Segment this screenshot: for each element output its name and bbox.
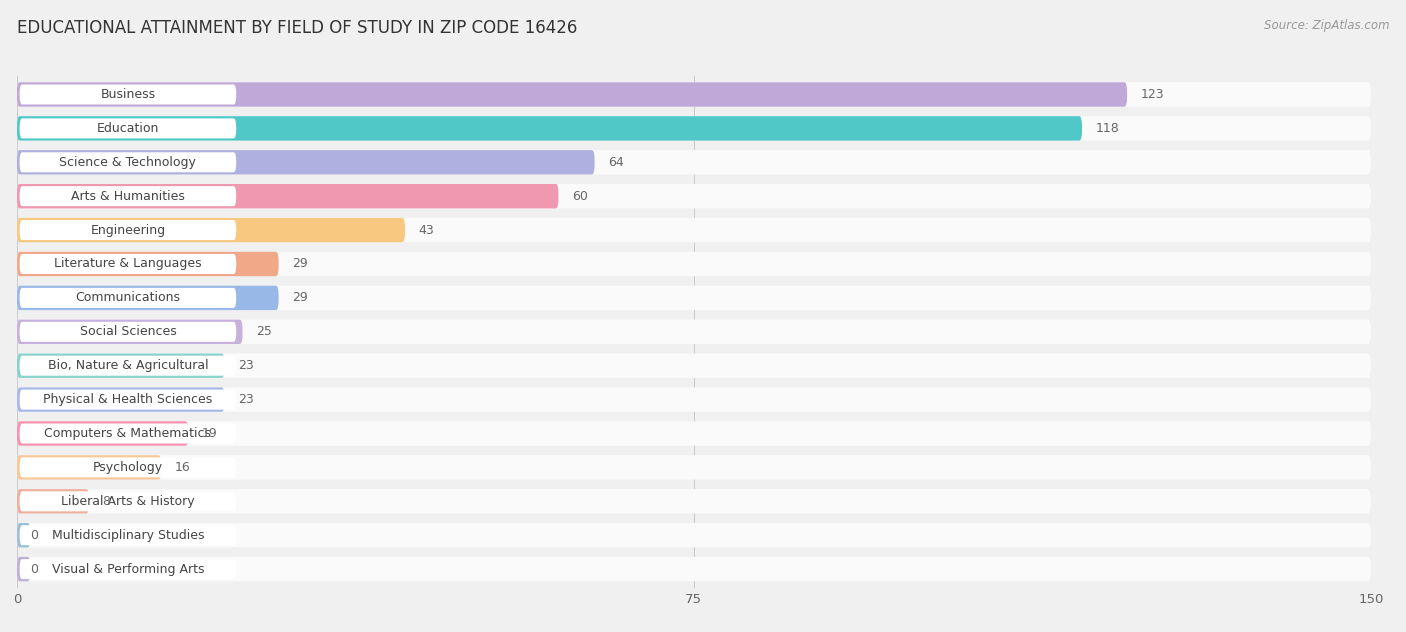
FancyBboxPatch shape [20, 458, 236, 477]
Text: Science & Technology: Science & Technology [59, 156, 197, 169]
FancyBboxPatch shape [20, 389, 236, 410]
FancyBboxPatch shape [17, 455, 1371, 480]
FancyBboxPatch shape [20, 525, 236, 545]
FancyBboxPatch shape [17, 252, 278, 276]
FancyBboxPatch shape [20, 356, 236, 375]
Text: Engineering: Engineering [90, 224, 166, 236]
Text: 60: 60 [572, 190, 588, 203]
Text: 29: 29 [292, 291, 308, 305]
FancyBboxPatch shape [17, 422, 188, 446]
Text: 19: 19 [202, 427, 218, 440]
FancyBboxPatch shape [17, 489, 1371, 514]
FancyBboxPatch shape [17, 150, 1371, 174]
Text: Multidisciplinary Studies: Multidisciplinary Studies [52, 529, 204, 542]
FancyBboxPatch shape [17, 523, 31, 547]
Text: Computers & Mathematics: Computers & Mathematics [45, 427, 211, 440]
FancyBboxPatch shape [17, 82, 1371, 107]
FancyBboxPatch shape [17, 218, 405, 242]
Text: Literature & Languages: Literature & Languages [53, 257, 201, 270]
FancyBboxPatch shape [17, 455, 162, 480]
FancyBboxPatch shape [17, 320, 242, 344]
FancyBboxPatch shape [17, 150, 595, 174]
Text: 123: 123 [1140, 88, 1164, 101]
Text: 29: 29 [292, 257, 308, 270]
Text: Visual & Performing Arts: Visual & Performing Arts [52, 562, 204, 576]
Text: Arts & Humanities: Arts & Humanities [70, 190, 184, 203]
FancyBboxPatch shape [17, 489, 89, 514]
FancyBboxPatch shape [20, 152, 236, 173]
FancyBboxPatch shape [17, 387, 1371, 412]
FancyBboxPatch shape [17, 82, 1128, 107]
FancyBboxPatch shape [20, 220, 236, 240]
FancyBboxPatch shape [17, 286, 1371, 310]
Text: 43: 43 [419, 224, 434, 236]
FancyBboxPatch shape [17, 387, 225, 412]
FancyBboxPatch shape [20, 559, 236, 579]
Text: Business: Business [100, 88, 156, 101]
FancyBboxPatch shape [20, 85, 236, 104]
FancyBboxPatch shape [17, 422, 1371, 446]
FancyBboxPatch shape [17, 523, 1371, 547]
Text: Bio, Nature & Agricultural: Bio, Nature & Agricultural [48, 359, 208, 372]
FancyBboxPatch shape [20, 423, 236, 444]
FancyBboxPatch shape [17, 320, 1371, 344]
Text: EDUCATIONAL ATTAINMENT BY FIELD OF STUDY IN ZIP CODE 16426: EDUCATIONAL ATTAINMENT BY FIELD OF STUDY… [17, 19, 578, 37]
Text: Education: Education [97, 122, 159, 135]
FancyBboxPatch shape [17, 557, 1371, 581]
Text: 16: 16 [174, 461, 191, 474]
Text: 118: 118 [1095, 122, 1119, 135]
FancyBboxPatch shape [17, 184, 558, 209]
Text: Liberal Arts & History: Liberal Arts & History [60, 495, 194, 507]
FancyBboxPatch shape [17, 557, 31, 581]
FancyBboxPatch shape [20, 288, 236, 308]
FancyBboxPatch shape [20, 491, 236, 511]
Text: 8: 8 [103, 495, 111, 507]
Text: Social Sciences: Social Sciences [80, 325, 176, 338]
FancyBboxPatch shape [17, 218, 1371, 242]
FancyBboxPatch shape [20, 186, 236, 206]
Text: Communications: Communications [76, 291, 180, 305]
Text: 23: 23 [238, 393, 253, 406]
Text: Psychology: Psychology [93, 461, 163, 474]
FancyBboxPatch shape [17, 116, 1083, 140]
FancyBboxPatch shape [20, 322, 236, 342]
FancyBboxPatch shape [17, 184, 1371, 209]
Text: 25: 25 [256, 325, 271, 338]
Text: Source: ZipAtlas.com: Source: ZipAtlas.com [1264, 19, 1389, 32]
Text: 23: 23 [238, 359, 253, 372]
FancyBboxPatch shape [20, 118, 236, 138]
FancyBboxPatch shape [20, 254, 236, 274]
FancyBboxPatch shape [17, 116, 1371, 140]
Text: 0: 0 [31, 529, 38, 542]
FancyBboxPatch shape [17, 353, 1371, 378]
Text: 64: 64 [609, 156, 624, 169]
FancyBboxPatch shape [17, 286, 278, 310]
Text: Physical & Health Sciences: Physical & Health Sciences [44, 393, 212, 406]
FancyBboxPatch shape [17, 252, 1371, 276]
FancyBboxPatch shape [17, 353, 225, 378]
Text: 0: 0 [31, 562, 38, 576]
